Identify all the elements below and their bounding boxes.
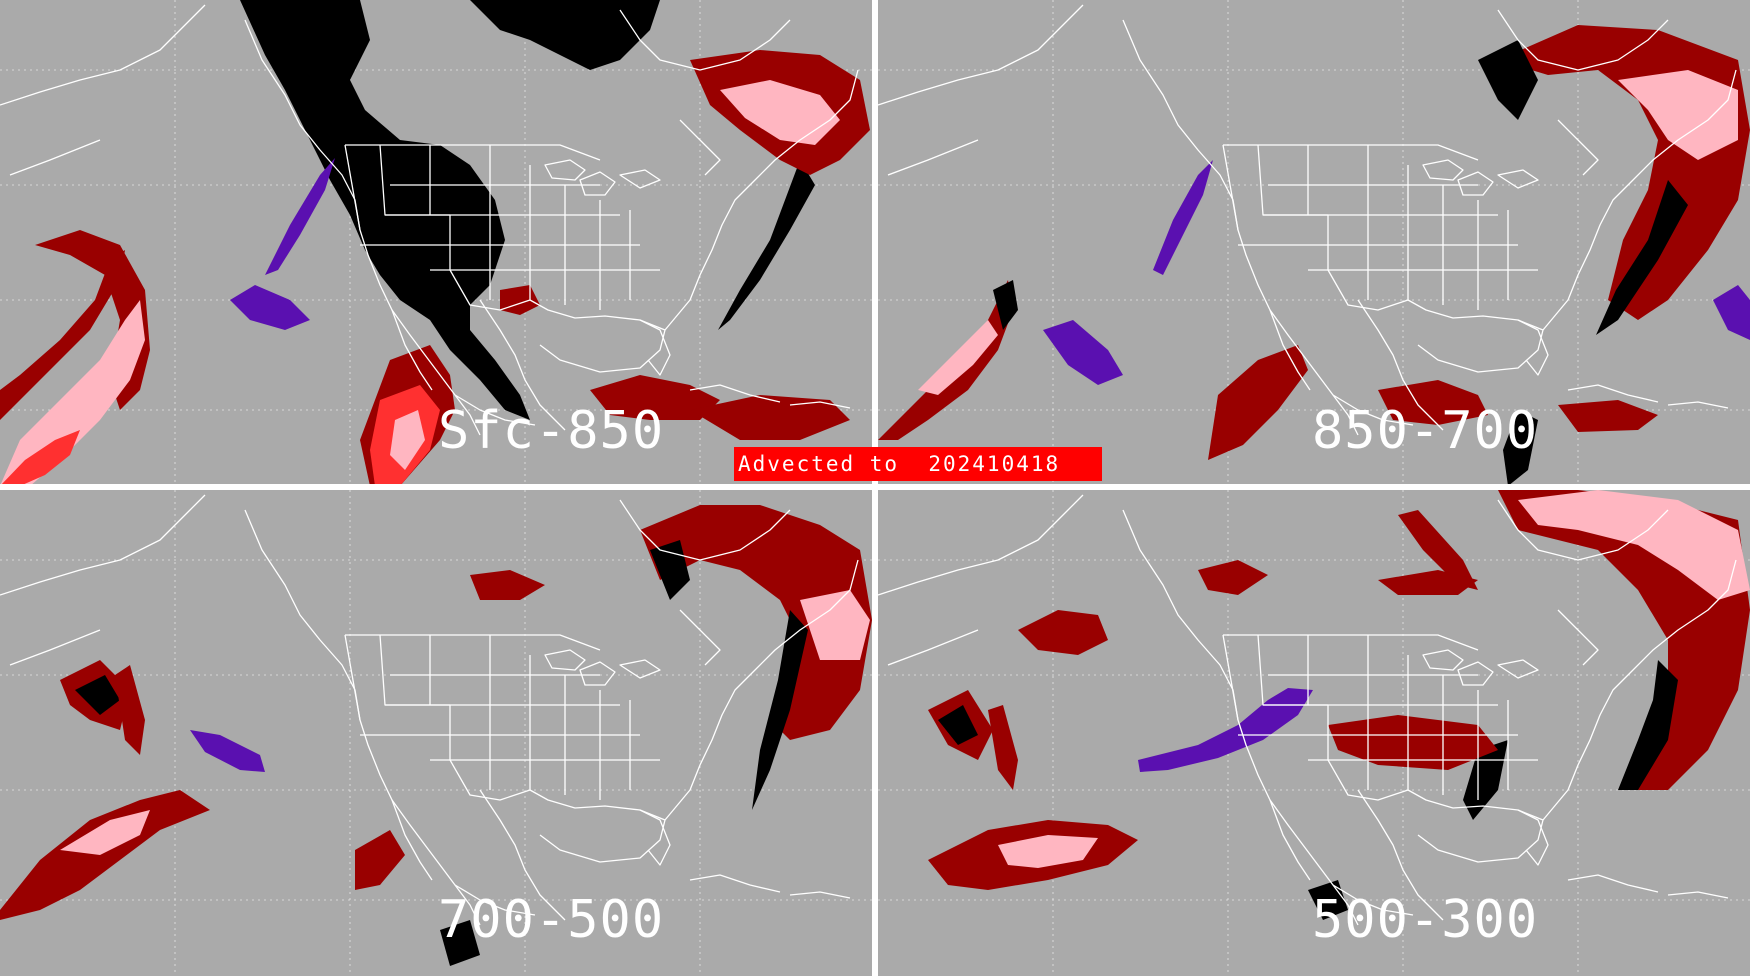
plume-darkred-pac-n bbox=[1018, 610, 1108, 655]
plume-darkred-mid bbox=[1378, 570, 1478, 595]
layer-label-850-700: 850-700 bbox=[1312, 401, 1539, 461]
plume-darkred-us bbox=[1198, 560, 1268, 595]
plume-red-pacific bbox=[0, 430, 80, 486]
plume-darkred-gulf bbox=[1328, 715, 1498, 770]
plume-pink-pacific bbox=[998, 835, 1098, 868]
plume-black-pac-w bbox=[938, 705, 978, 745]
plume-black-mexico bbox=[440, 920, 480, 966]
plume-darkred-pac-streak bbox=[115, 665, 145, 755]
plume-pink-pacific bbox=[60, 810, 150, 855]
layer-label-sfc-850: Sfc-850 bbox=[438, 401, 665, 461]
plume-pink-ne bbox=[1518, 490, 1750, 600]
plume-darkred-pacific bbox=[0, 250, 125, 420]
plume-darkred-atl bbox=[690, 395, 850, 440]
layer-label-500-300: 500-300 bbox=[1312, 890, 1539, 950]
plume-black-east bbox=[752, 610, 808, 810]
panel-sfc-850 bbox=[0, 0, 873, 487]
plume-purple-streak bbox=[265, 158, 335, 275]
plume-darkred-north-streak bbox=[1398, 510, 1478, 590]
plume-black-east bbox=[1618, 660, 1678, 790]
plume-pink-ne bbox=[1618, 70, 1738, 160]
plume-pink-pacific bbox=[918, 320, 998, 395]
panel-850-700 bbox=[877, 0, 1750, 487]
plume-darkred-pacific bbox=[0, 790, 210, 920]
plume-purple-streak bbox=[1138, 688, 1313, 772]
plume-black-east bbox=[718, 160, 815, 330]
plume-black-north bbox=[470, 0, 660, 70]
plume-purple-pacific bbox=[190, 730, 265, 772]
plume-black-north bbox=[1478, 40, 1538, 120]
layer-label-700-500: 700-500 bbox=[438, 890, 665, 950]
plume-darkred-mexico bbox=[1208, 345, 1308, 460]
plume-darkred-carib bbox=[590, 375, 720, 420]
plume-black-east bbox=[1596, 180, 1688, 335]
plume-darkred-ne bbox=[640, 505, 872, 740]
plume-black-pac-n bbox=[75, 675, 120, 715]
plume-black-pacific bbox=[993, 280, 1018, 330]
plume-darkred-atl bbox=[1558, 400, 1658, 432]
plume-darkred-carib bbox=[1378, 380, 1488, 425]
plume-purple-pacific bbox=[230, 285, 310, 330]
advected-to-banner: Advected to 202410418 bbox=[734, 447, 1102, 481]
plume-darkred-us bbox=[470, 570, 545, 600]
plume-darkred-pac-streak bbox=[988, 705, 1018, 790]
panel-700-500 bbox=[0, 489, 873, 976]
plume-purple-east bbox=[1713, 285, 1750, 340]
panel-500-300 bbox=[877, 489, 1750, 976]
plume-pink-pacific bbox=[0, 300, 145, 486]
plume-pink-ne bbox=[720, 80, 840, 145]
plume-pink-mexico bbox=[390, 410, 425, 470]
plume-pink-ne bbox=[800, 590, 870, 660]
plume-black-gulf bbox=[1503, 410, 1538, 486]
plume-purple-streak bbox=[1153, 160, 1213, 275]
plume-purple-pacific bbox=[1043, 320, 1123, 385]
plume-darkred-mexico bbox=[355, 830, 405, 890]
plume-black-mexico bbox=[1308, 880, 1348, 920]
plume-darkred-pacific bbox=[878, 280, 1013, 440]
